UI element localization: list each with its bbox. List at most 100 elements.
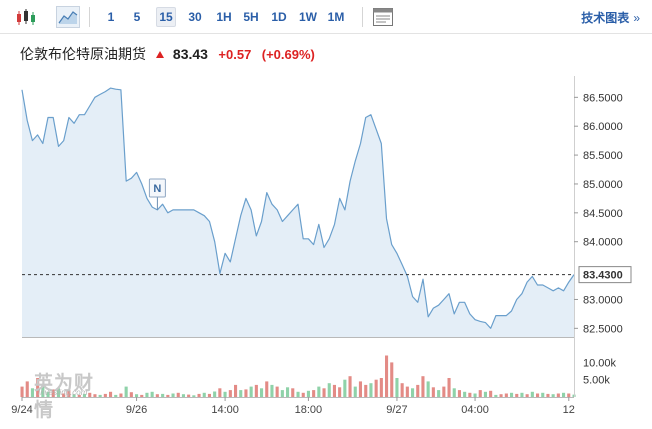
volume-bar — [187, 394, 191, 397]
volume-bar — [213, 391, 217, 397]
volume-bar — [452, 388, 456, 397]
volume-bar — [400, 383, 404, 397]
volume-bar — [551, 394, 555, 397]
volume-bar — [41, 384, 45, 397]
volume-bar — [244, 389, 248, 397]
candlestick-icon[interactable] — [14, 6, 38, 28]
news-marker-label: N — [153, 183, 161, 195]
price-change-percent: (+0.69%) — [261, 46, 315, 62]
volume-bar — [20, 386, 24, 397]
volume-bar — [489, 390, 493, 397]
volume-bar — [124, 386, 128, 397]
timeframe-button[interactable]: 15 — [156, 7, 176, 27]
timeframe-button[interactable]: 1M — [327, 10, 345, 24]
volume-bar — [374, 379, 378, 397]
timeframe-button[interactable]: 1D — [271, 10, 287, 24]
volume-bar — [536, 393, 540, 397]
volume-bar — [457, 390, 461, 397]
volume-bar — [332, 384, 336, 397]
volume-bar — [411, 388, 415, 397]
timeframe-button[interactable]: 30 — [188, 10, 202, 24]
volume-bar — [135, 394, 139, 397]
volume-bar — [150, 391, 154, 397]
volume-bar — [46, 391, 50, 397]
volume-bar — [114, 394, 118, 397]
volume-bars — [20, 355, 576, 397]
last-price: 83.43 — [172, 46, 208, 62]
volume-bar — [556, 393, 560, 397]
volume-bar — [270, 384, 274, 397]
watermark-text: 英为财情 — [34, 372, 95, 421]
annotations: N — [148, 178, 166, 210]
volume-bar — [390, 362, 394, 397]
volume-bar — [67, 390, 71, 397]
volume-bar — [515, 393, 519, 397]
volume-bar — [437, 390, 441, 397]
volume-bar — [369, 383, 373, 397]
volume-bar — [385, 355, 389, 397]
instrument-header: 伦敦布伦特原油期货 83.43 +0.57 (+0.69%) — [20, 44, 315, 64]
volume-bar — [218, 388, 222, 397]
volume-bar — [494, 394, 498, 397]
volume-bar — [463, 391, 467, 397]
price-tick-label: 85.0000 — [583, 179, 623, 191]
volume-bar — [62, 393, 66, 397]
x-tick-label: 14:00 — [211, 404, 239, 416]
volume-bar — [155, 394, 159, 397]
volume-bar — [72, 394, 76, 397]
volume-bar — [520, 392, 524, 397]
volume-bar — [36, 378, 40, 397]
volume-bar — [447, 378, 451, 397]
volume-bar — [286, 387, 290, 397]
volume-bar — [260, 388, 264, 397]
timeframe-button[interactable]: 5H — [243, 10, 259, 24]
price-tick-label: 86.5000 — [583, 92, 623, 104]
volume-bar — [103, 393, 107, 397]
price-tick-label: 85.5000 — [583, 150, 623, 162]
chevron-right-icon: » — [633, 11, 640, 25]
volume-bar — [88, 392, 92, 397]
volume-bar — [296, 391, 300, 397]
volume-bar — [275, 386, 279, 397]
volume-bar — [161, 393, 165, 397]
volume-bar — [504, 393, 508, 397]
current-price-label: 83.4300 — [583, 270, 623, 282]
volume-bar — [176, 392, 180, 397]
volume-bar — [416, 384, 420, 397]
timeframe-button[interactable]: 1H — [216, 10, 232, 24]
timeframe-button[interactable]: 1W — [299, 10, 317, 24]
volume-bar — [249, 386, 253, 397]
chart-window-icon[interactable] — [371, 6, 395, 28]
volume-bar — [202, 392, 206, 397]
volume-bar — [291, 388, 295, 397]
toolbar-divider — [362, 7, 363, 27]
volume-bar — [483, 391, 487, 397]
volume-bar — [530, 391, 534, 397]
volume-bar — [265, 381, 269, 397]
timeframe-button[interactable]: 5 — [133, 10, 141, 24]
news-marker-box[interactable] — [148, 178, 166, 198]
volume-bar — [567, 393, 571, 397]
area-chart-icon[interactable] — [56, 6, 80, 28]
volume-bar — [207, 393, 211, 397]
volume-bar — [468, 392, 472, 397]
volume-bar — [239, 390, 243, 397]
chart-toolbar: 1 5 15 30 1H 5H 1D 1W 1M 技术图表» — [0, 0, 652, 34]
volume-bar — [223, 391, 227, 397]
volume-bar — [171, 393, 175, 397]
volume-bar — [405, 386, 409, 397]
x-tick-label: 12 — [563, 404, 575, 416]
volume-bar — [312, 390, 316, 397]
volume-bar — [197, 393, 201, 397]
volume-bar — [499, 394, 503, 397]
timeframe-button[interactable]: 1 — [107, 10, 115, 24]
full-chart-link[interactable]: 技术图表» — [581, 9, 640, 26]
volume-bar — [98, 394, 102, 397]
volume-bar — [140, 394, 144, 397]
volume-bar — [109, 391, 113, 397]
volume-bar — [541, 392, 545, 397]
volume-bar — [426, 381, 430, 397]
current-price-box — [578, 266, 632, 284]
volume-bar — [353, 386, 357, 397]
